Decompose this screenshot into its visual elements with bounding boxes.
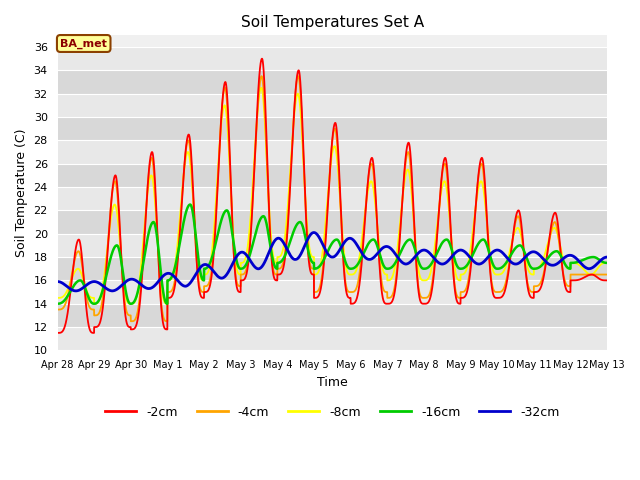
Bar xyxy=(58,257,607,280)
Bar xyxy=(58,234,607,257)
Y-axis label: Soil Temperature (C): Soil Temperature (C) xyxy=(15,129,28,257)
Bar xyxy=(58,117,607,140)
Title: Soil Temperatures Set A: Soil Temperatures Set A xyxy=(241,15,424,30)
Text: BA_met: BA_met xyxy=(60,38,107,48)
Bar xyxy=(58,210,607,234)
Bar xyxy=(58,164,607,187)
X-axis label: Time: Time xyxy=(317,376,348,389)
Bar xyxy=(58,140,607,164)
Bar xyxy=(58,47,607,71)
Bar xyxy=(58,71,607,94)
Bar xyxy=(58,94,607,117)
Bar xyxy=(58,304,607,327)
Bar xyxy=(58,187,607,210)
Bar xyxy=(58,327,607,350)
Legend: -2cm, -4cm, -8cm, -16cm, -32cm: -2cm, -4cm, -8cm, -16cm, -32cm xyxy=(100,401,564,424)
Bar xyxy=(58,280,607,304)
